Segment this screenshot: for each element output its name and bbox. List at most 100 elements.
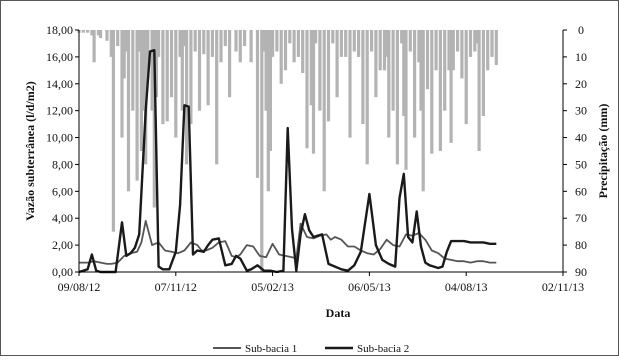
precip-bar — [335, 30, 339, 98]
precip-bar — [419, 30, 423, 111]
precip-bar — [486, 30, 490, 71]
precip-bar — [109, 30, 113, 57]
precip-bar — [357, 30, 361, 57]
precip-bar — [477, 30, 481, 151]
precip-bar — [421, 30, 425, 192]
precip-bar — [202, 30, 206, 55]
precip-bar — [81, 30, 85, 33]
precip-bar — [90, 30, 94, 36]
precip-bar — [296, 30, 300, 57]
precip-bar — [279, 30, 283, 84]
y-tick-label: 10,00 — [46, 131, 73, 145]
precip-bar — [434, 30, 438, 71]
y2-tick-label: 30 — [575, 104, 587, 118]
precip-bar — [314, 30, 318, 44]
y-axis-label: Vazão subterrânea (l/d/m2) — [23, 81, 37, 221]
precip-bar — [141, 30, 146, 111]
precip-bar — [430, 30, 434, 154]
y-tick-label: 16,00 — [46, 50, 73, 64]
precip-bar — [318, 30, 322, 111]
y-tick-label: 4,00 — [52, 211, 73, 225]
flow-lines — [78, 49, 497, 274]
precip-bar — [382, 30, 387, 71]
precip-bar — [365, 30, 369, 165]
legend-label-sub-bacia-1: Sub-bacia 1 — [245, 343, 297, 355]
precip-bar — [288, 30, 292, 44]
precip-bar — [146, 30, 150, 79]
precip-bar — [150, 30, 154, 111]
precip-bar — [447, 30, 451, 71]
y-tick-label: 18,00 — [46, 23, 73, 37]
x-tick-label: 04/08/13 — [445, 280, 488, 294]
precip-bar — [391, 30, 395, 111]
precip-bar — [154, 30, 158, 98]
precip-bar — [326, 30, 331, 122]
y2-tick-label: 10 — [575, 50, 587, 64]
precip-bar — [339, 30, 343, 57]
precip-bar — [152, 30, 156, 208]
precip-bar — [456, 30, 460, 52]
precip-bar — [344, 30, 348, 57]
precip-bar — [352, 30, 356, 52]
y2-axis-label: Precipitação (mm) — [596, 104, 610, 199]
precip-bar — [473, 30, 477, 52]
y2-tick-label: 40 — [575, 131, 587, 145]
precip-bar — [161, 30, 165, 125]
precip-bar — [311, 30, 316, 154]
precip-bar — [135, 30, 139, 181]
legend: Sub-bacia 1 Sub-bacia 2 — [213, 343, 409, 355]
precip-bar — [370, 30, 374, 52]
precip-bar — [374, 30, 378, 98]
precip-bar — [460, 30, 464, 79]
precip-bar — [189, 30, 193, 125]
axes — [75, 29, 567, 276]
precip-bar — [174, 30, 178, 138]
precip-bar — [292, 30, 296, 63]
precip-bar — [309, 30, 313, 106]
precip-bar — [271, 30, 275, 57]
y2-tick-label: 80 — [575, 238, 587, 252]
precip-bar — [264, 30, 268, 111]
precip-bar — [131, 30, 135, 111]
precip-bar — [120, 30, 124, 138]
precip-bar — [126, 30, 131, 192]
precip-bar — [122, 30, 126, 79]
y-tick-label: 12,00 — [46, 104, 73, 118]
y-tick-label: 2,00 — [52, 238, 73, 252]
precip-bar — [378, 30, 382, 71]
precip-bar — [494, 30, 498, 65]
y-tick-label: 0,00 — [52, 265, 73, 279]
precip-bar — [139, 30, 143, 151]
precip-bar — [111, 30, 115, 232]
precip-bar — [468, 30, 473, 57]
precip-bar — [322, 30, 326, 192]
precip-bar — [402, 30, 406, 116]
precip-bar — [182, 30, 186, 47]
precip-bar — [157, 30, 161, 57]
precip-bar — [243, 30, 247, 47]
y2-tick-label: 20 — [575, 77, 587, 91]
precip-bar — [197, 30, 202, 111]
legend-label-sub-bacia-2: Sub-bacia 2 — [357, 343, 409, 355]
precip-bar — [234, 30, 238, 52]
precip-bar — [260, 30, 264, 272]
precip-bar — [165, 30, 169, 122]
series-line-sub-bacia-1 — [79, 219, 497, 265]
precip-bar — [219, 30, 223, 63]
precip-bar — [262, 30, 266, 52]
precip-bar — [387, 30, 391, 138]
precip-bar — [425, 30, 430, 90]
precip-bar — [268, 30, 272, 151]
precip-bar — [408, 30, 412, 52]
precip-bar — [301, 30, 305, 73]
tick-labels: 0,00 2,00 4,00 6,00 8,00 10,00 12,00 14,00 16,00… — [46, 23, 587, 294]
y-tick-label: 8,00 — [52, 157, 73, 171]
precip-bar — [223, 30, 227, 47]
precip-bar — [438, 30, 442, 151]
precip-bar — [395, 30, 399, 165]
x-tick-label: 06/05/13 — [348, 280, 391, 294]
precip-bar — [193, 30, 197, 52]
precip-bar — [206, 30, 210, 106]
